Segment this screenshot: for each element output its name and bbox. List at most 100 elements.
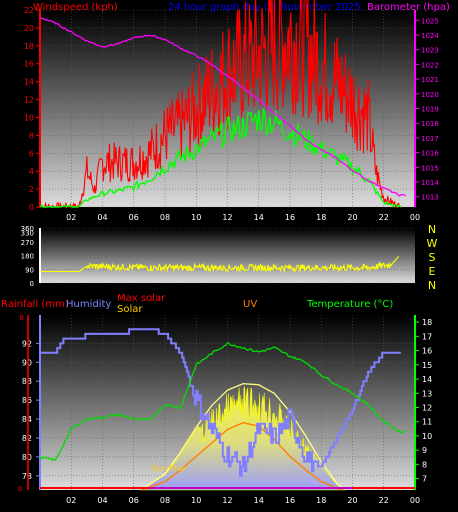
dir-tick-label: 360 [21, 225, 34, 233]
hum-tick-label: 90 [22, 358, 32, 367]
temp-tick-label: 10 [422, 432, 432, 441]
wind-tick-label: 10 [24, 113, 34, 122]
hum-tick-label: 84 [22, 415, 32, 424]
bottom-x-tick-label: 02 [66, 496, 76, 505]
wind-tick-label: 14 [24, 78, 34, 87]
baro-tick-label: 1014 [421, 179, 439, 187]
baro-tick-label: 1018 [421, 120, 439, 128]
dir-compass-label: W [427, 237, 438, 250]
dir-compass-label: N [428, 223, 436, 236]
humidity-axis-title: Humidity [66, 299, 111, 310]
bottom-x-tick-label: 04 [97, 496, 107, 505]
temp-tick-label: 15 [422, 361, 432, 370]
gust-series-line [39, 0, 402, 209]
temp-tick-label: 14 [422, 375, 432, 384]
dir-tick-label: 0 [30, 280, 34, 288]
dir-tick-label: 270 [21, 239, 34, 247]
baro-tick-label: 1023 [421, 47, 439, 55]
wind-x-tick-label: 12 [222, 213, 232, 222]
bottom-x-tick-label: 18 [316, 496, 326, 505]
temp-tick-label: 13 [422, 389, 432, 398]
hum-tick-label: 78 [22, 472, 32, 481]
wind-x-tick-label: 00 [410, 213, 420, 222]
wind-x-tick-label: 20 [347, 213, 357, 222]
wind-tick-label: 20 [24, 24, 34, 33]
wind-x-tick-label: 18 [316, 213, 326, 222]
wind-tick-label: 0 [29, 203, 34, 212]
hum-tick-label: 82 [22, 434, 32, 443]
wind-x-tick-label: 02 [66, 213, 76, 222]
maxsolar-label: Max solar [117, 293, 166, 304]
temp-tick-label: 17 [422, 332, 432, 341]
wind-tick-label: 8 [29, 131, 34, 140]
baro-tick-label: 1013 [421, 194, 439, 202]
dir-compass-label: N [428, 279, 436, 292]
bottom-x-tick-label: 10 [191, 496, 201, 505]
wind-tick-label: 6 [29, 149, 34, 158]
barometer-axis-title: Barometer (hpa) [367, 2, 450, 13]
dir-tick-label: 90 [25, 266, 34, 274]
baro-tick-label: 1015 [421, 164, 439, 172]
hum-tick-label: 92 [22, 339, 32, 348]
graph-title: 24 hour graph day 03 November 2025 [168, 2, 361, 13]
rainfall-axis-title: Rainfall (mm) [1, 299, 69, 310]
bottom-x-tick-label: 16 [285, 496, 295, 505]
temp-tick-label: 9 [422, 446, 427, 455]
direction-series-line [40, 256, 400, 274]
temp-tick-label: 7 [422, 475, 427, 484]
wind-x-tick-label: 10 [191, 213, 201, 222]
baro-tick-label: 1021 [421, 76, 439, 84]
temperature-axis-title: Temperature (°C) [306, 299, 393, 310]
uv-label: UV [243, 299, 257, 310]
wind-x-tick-label: 08 [160, 213, 170, 222]
dir-compass-label: E [429, 265, 436, 278]
wind-tick-label: 16 [24, 60, 34, 69]
dir-tick-label: 330 [21, 230, 34, 238]
rain-top-tick-label: 8 [20, 314, 24, 322]
bottom-x-tick-label: 14 [254, 496, 264, 505]
baro-tick-label: 1024 [421, 32, 439, 40]
temp-tick-label: 16 [422, 347, 432, 356]
temp-tick-label: 11 [422, 418, 432, 427]
humidity-series-line [40, 328, 401, 477]
baro-tick-label: 1016 [421, 150, 439, 158]
temp-tick-label: 8 [422, 460, 427, 469]
wind-x-tick-label: 22 [379, 213, 389, 222]
bottom-x-tick-label: 08 [160, 496, 170, 505]
hum-tick-label: 88 [22, 377, 32, 386]
wind-tick-label: 22 [24, 6, 34, 15]
baro-tick-label: 1020 [421, 91, 439, 99]
hum-tick-label: 80 [22, 453, 32, 462]
barometer-series-line [39, 16, 406, 197]
wind-x-tick-label: 14 [254, 213, 264, 222]
wind-tick-label: 12 [24, 96, 34, 105]
wind-x-tick-label: 04 [97, 213, 107, 222]
dir-tick-label: 180 [21, 253, 34, 261]
wind-chart: 0246810121416182022101310141015101610171… [24, 0, 439, 222]
temperature-series-line [39, 341, 406, 462]
solar-label: Solar [117, 304, 143, 315]
dir-compass-label: S [429, 251, 436, 264]
rain-tick-label: 0 [18, 485, 22, 493]
baro-tick-label: 1017 [421, 135, 439, 143]
maxsolar-series-line [141, 383, 344, 491]
sunrise-label: Sun Rise [151, 464, 186, 473]
wind-x-tick-label: 06 [129, 213, 139, 222]
wind-tick-label: 2 [29, 185, 34, 194]
avg-wind-series-line [39, 108, 402, 208]
baro-tick-label: 1022 [421, 61, 439, 69]
temp-tick-label: 12 [422, 403, 432, 412]
temp-tick-label: 18 [422, 318, 432, 327]
uv-series-line [141, 421, 344, 491]
bottom-x-tick-label: 06 [129, 496, 139, 505]
wind-tick-label: 18 [24, 42, 34, 51]
bottom-x-tick-label: 22 [379, 496, 389, 505]
wind-x-tick-label: 16 [285, 213, 295, 222]
baro-tick-label: 1019 [421, 106, 439, 114]
baro-tick-label: 1025 [421, 17, 439, 25]
hum-tick-label: 86 [22, 396, 32, 405]
bottom-x-tick-label: 20 [347, 496, 357, 505]
